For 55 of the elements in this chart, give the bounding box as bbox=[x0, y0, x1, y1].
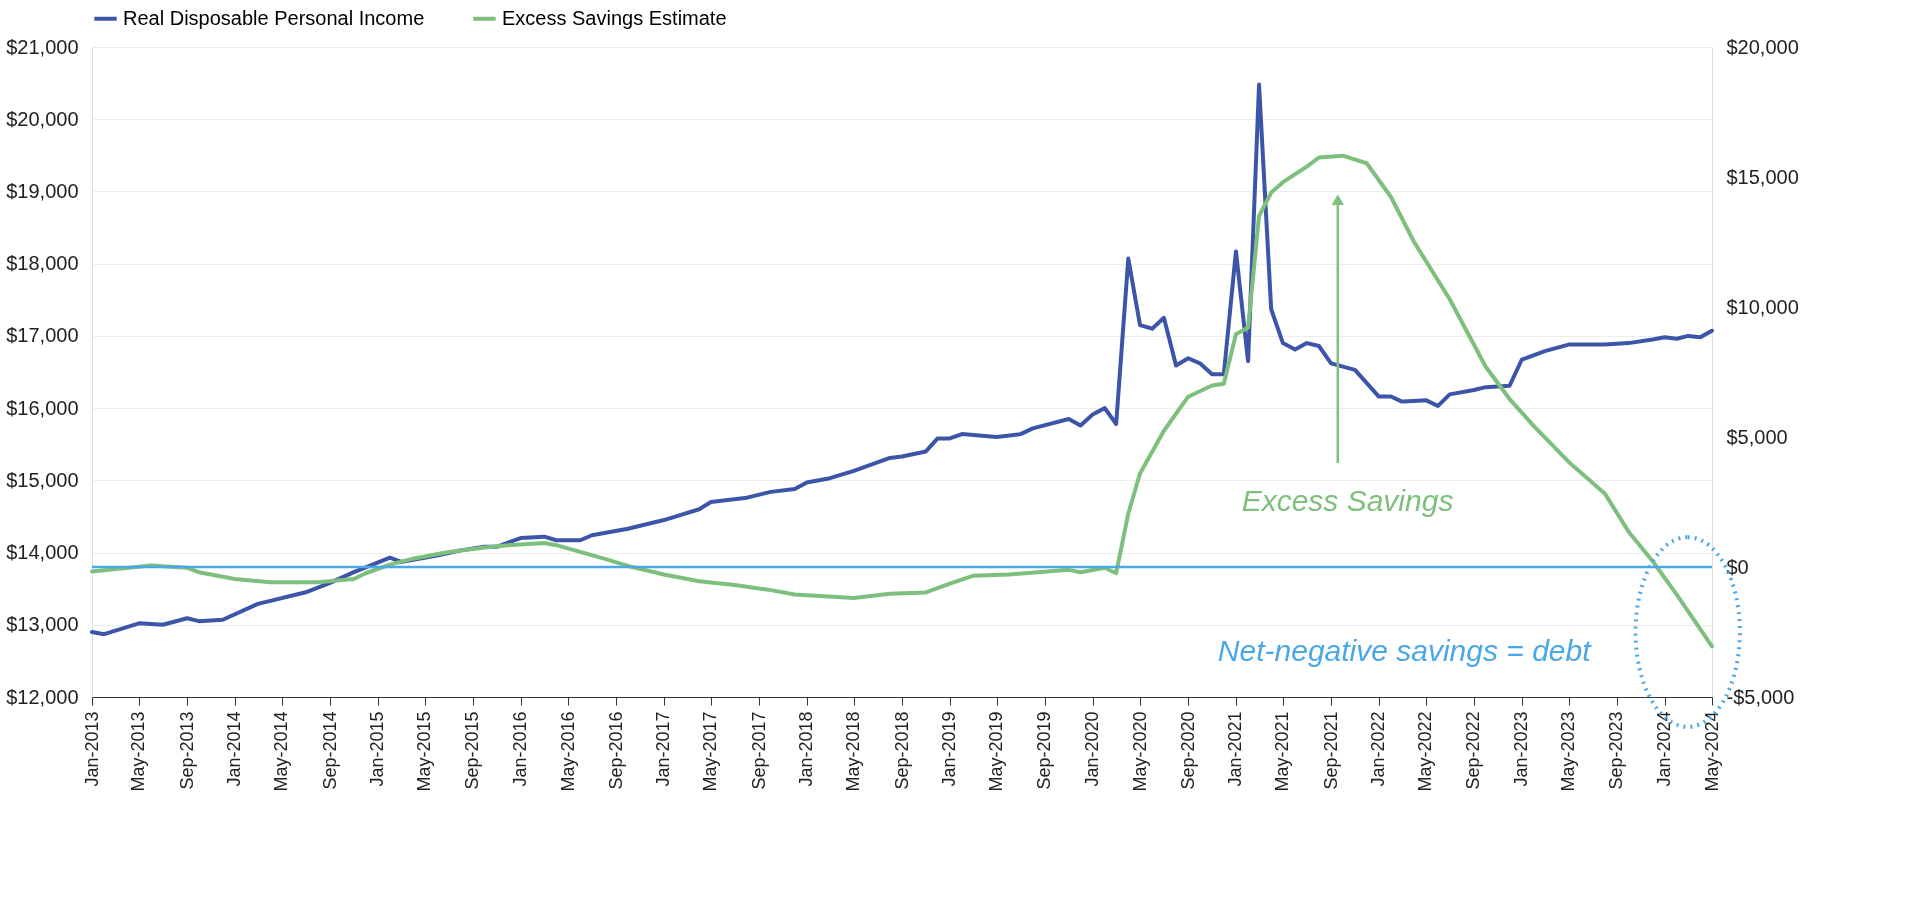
x-tick-label: Sep-2020 bbox=[1177, 711, 1198, 790]
x-tick-label: Sep-2016 bbox=[605, 711, 626, 790]
x-tick-label: May-2014 bbox=[271, 711, 292, 792]
legend-label: Real Disposable Personal Income bbox=[123, 6, 425, 29]
x-tick-label: Jan-2021 bbox=[1225, 711, 1246, 787]
x-tick-label: Jan-2024 bbox=[1654, 711, 1675, 787]
x-tick-label: May-2017 bbox=[700, 711, 721, 792]
x-tick-label: Sep-2013 bbox=[176, 711, 197, 790]
y2-tick-label: $10,000 bbox=[1726, 295, 1799, 318]
y-tick-label: $15,000 bbox=[6, 468, 79, 491]
x-tick-label: Jan-2019 bbox=[939, 711, 960, 787]
y-tick-label: $16,000 bbox=[6, 396, 79, 419]
x-tick-label: Jan-2014 bbox=[224, 711, 245, 787]
x-tick-label: May-2024 bbox=[1701, 711, 1722, 792]
x-tick-label: Sep-2018 bbox=[891, 711, 912, 790]
y-tick-label: $17,000 bbox=[6, 324, 79, 347]
y2-tick-label: -$5,000 bbox=[1726, 685, 1795, 708]
x-tick-label: Sep-2019 bbox=[1034, 711, 1055, 790]
y2-tick-label: $15,000 bbox=[1726, 165, 1799, 188]
y2-tick-label: $0 bbox=[1726, 555, 1749, 578]
x-tick-label: May-2018 bbox=[843, 711, 864, 792]
y-tick-label: $20,000 bbox=[6, 107, 79, 130]
y-tick-label: $21,000 bbox=[6, 35, 79, 58]
legend-label: Excess Savings Estimate bbox=[502, 6, 727, 29]
x-tick-label: May-2020 bbox=[1129, 711, 1150, 792]
x-tick-label: Jan-2022 bbox=[1368, 711, 1389, 787]
y-tick-label: $18,000 bbox=[6, 252, 79, 275]
x-tick-label: May-2022 bbox=[1415, 711, 1436, 792]
x-tick-label: Jan-2023 bbox=[1511, 711, 1532, 787]
x-tick-label: Jan-2020 bbox=[1082, 711, 1103, 787]
y2-tick-label: $5,000 bbox=[1726, 425, 1788, 448]
x-tick-label: Sep-2015 bbox=[462, 711, 483, 790]
x-tick-label: Sep-2022 bbox=[1463, 711, 1484, 790]
x-tick-label: Sep-2014 bbox=[319, 711, 340, 790]
x-tick-label: Sep-2021 bbox=[1320, 711, 1341, 790]
x-tick-label: May-2015 bbox=[414, 711, 435, 792]
y-tick-label: $19,000 bbox=[6, 179, 79, 202]
x-tick-label: Jan-2013 bbox=[81, 711, 102, 787]
x-tick-label: Jan-2015 bbox=[367, 711, 388, 787]
y2-tick-label: $20,000 bbox=[1726, 35, 1799, 58]
x-tick-label: May-2016 bbox=[557, 711, 578, 792]
x-tick-label: Jan-2018 bbox=[796, 711, 817, 787]
y-tick-label: $12,000 bbox=[6, 685, 79, 708]
annotation: Excess Savings bbox=[1241, 484, 1454, 517]
x-tick-label: Jan-2016 bbox=[510, 711, 531, 787]
x-tick-label: Sep-2023 bbox=[1606, 711, 1627, 790]
annotation: Net-negative savings = debt bbox=[1217, 633, 1593, 667]
x-tick-label: May-2019 bbox=[986, 711, 1007, 792]
x-tick-label: Jan-2017 bbox=[653, 711, 674, 787]
y-tick-label: $13,000 bbox=[6, 613, 79, 636]
x-tick-label: May-2021 bbox=[1272, 711, 1293, 792]
x-tick-label: May-2023 bbox=[1558, 711, 1579, 792]
y-tick-label: $14,000 bbox=[6, 541, 79, 564]
x-tick-label: May-2013 bbox=[128, 711, 149, 792]
x-tick-label: Sep-2017 bbox=[748, 711, 769, 790]
